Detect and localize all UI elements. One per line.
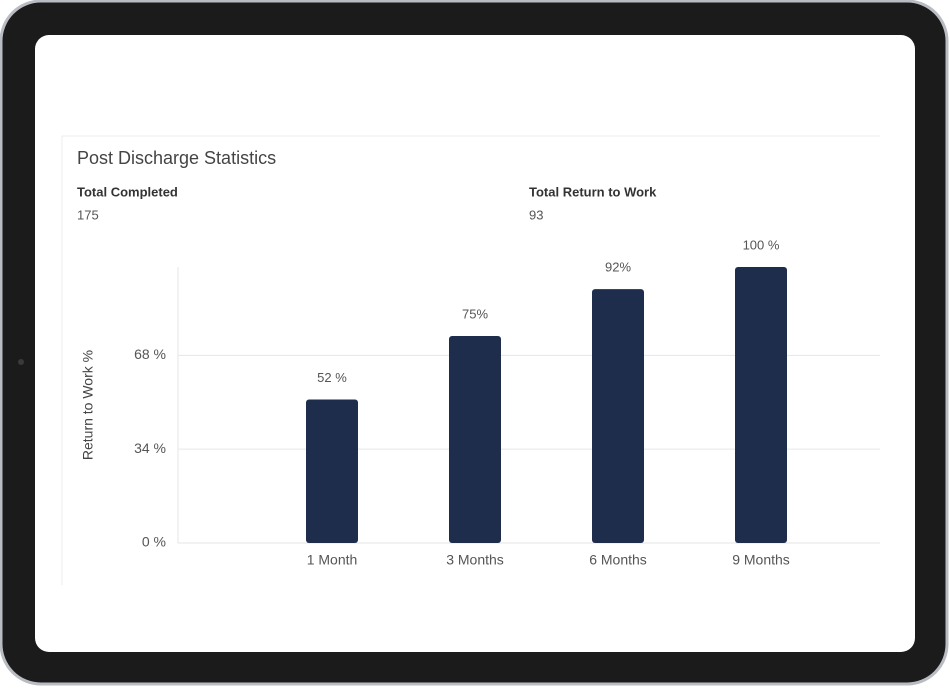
- y-axis-label: Return to Work %: [80, 350, 96, 460]
- value-label: 100 %: [743, 237, 780, 252]
- card-border: [61, 135, 880, 585]
- bar: [306, 399, 358, 543]
- y-tick-label: 0 %: [142, 534, 166, 550]
- stat-label: Total Completed: [77, 184, 178, 199]
- bar: [592, 289, 644, 543]
- stat-value: 93: [529, 207, 543, 222]
- x-tick-label: 1 Month: [307, 552, 358, 568]
- stat-label: Total Return to Work: [529, 184, 657, 199]
- stat-value: 175: [77, 207, 99, 222]
- card-title: Post Discharge Statistics: [77, 148, 276, 168]
- value-label: 75%: [462, 306, 488, 321]
- bar: [735, 267, 787, 543]
- x-tick-label: 9 Months: [732, 552, 790, 568]
- value-label: 92%: [605, 260, 631, 275]
- camera: [18, 359, 24, 365]
- x-tick-label: 6 Months: [589, 552, 647, 568]
- bar: [449, 336, 501, 543]
- y-tick-label: 68 %: [134, 346, 166, 362]
- x-tick-label: 3 Months: [446, 552, 504, 568]
- y-tick-label: 34 %: [134, 440, 166, 456]
- value-label: 52 %: [317, 370, 347, 385]
